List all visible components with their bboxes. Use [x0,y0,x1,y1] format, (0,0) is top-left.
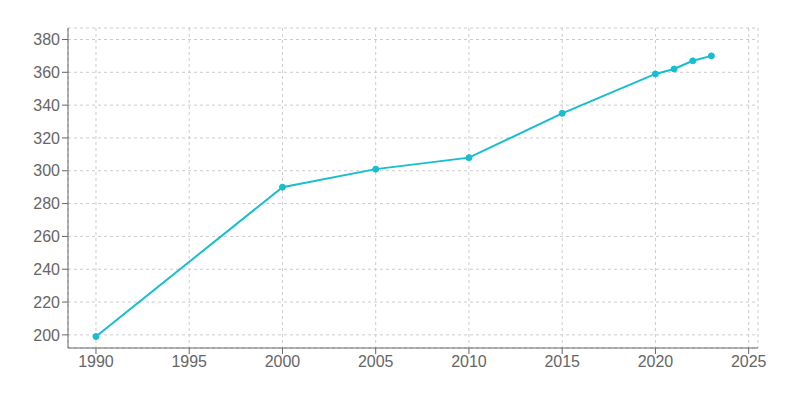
svg-text:220: 220 [33,294,60,311]
svg-text:260: 260 [33,228,60,245]
svg-text:340: 340 [33,97,60,114]
svg-text:2010: 2010 [451,353,487,370]
svg-text:240: 240 [33,261,60,278]
svg-text:2000: 2000 [265,353,301,370]
svg-text:2025: 2025 [731,353,767,370]
svg-text:280: 280 [33,195,60,212]
svg-text:360: 360 [33,64,60,81]
svg-text:320: 320 [33,130,60,147]
svg-text:200: 200 [33,327,60,344]
svg-text:380: 380 [33,31,60,48]
svg-text:2005: 2005 [358,353,394,370]
svg-text:1995: 1995 [171,353,207,370]
svg-text:2020: 2020 [638,353,674,370]
svg-text:1990: 1990 [78,353,114,370]
svg-text:300: 300 [33,162,60,179]
svg-text:2015: 2015 [544,353,580,370]
